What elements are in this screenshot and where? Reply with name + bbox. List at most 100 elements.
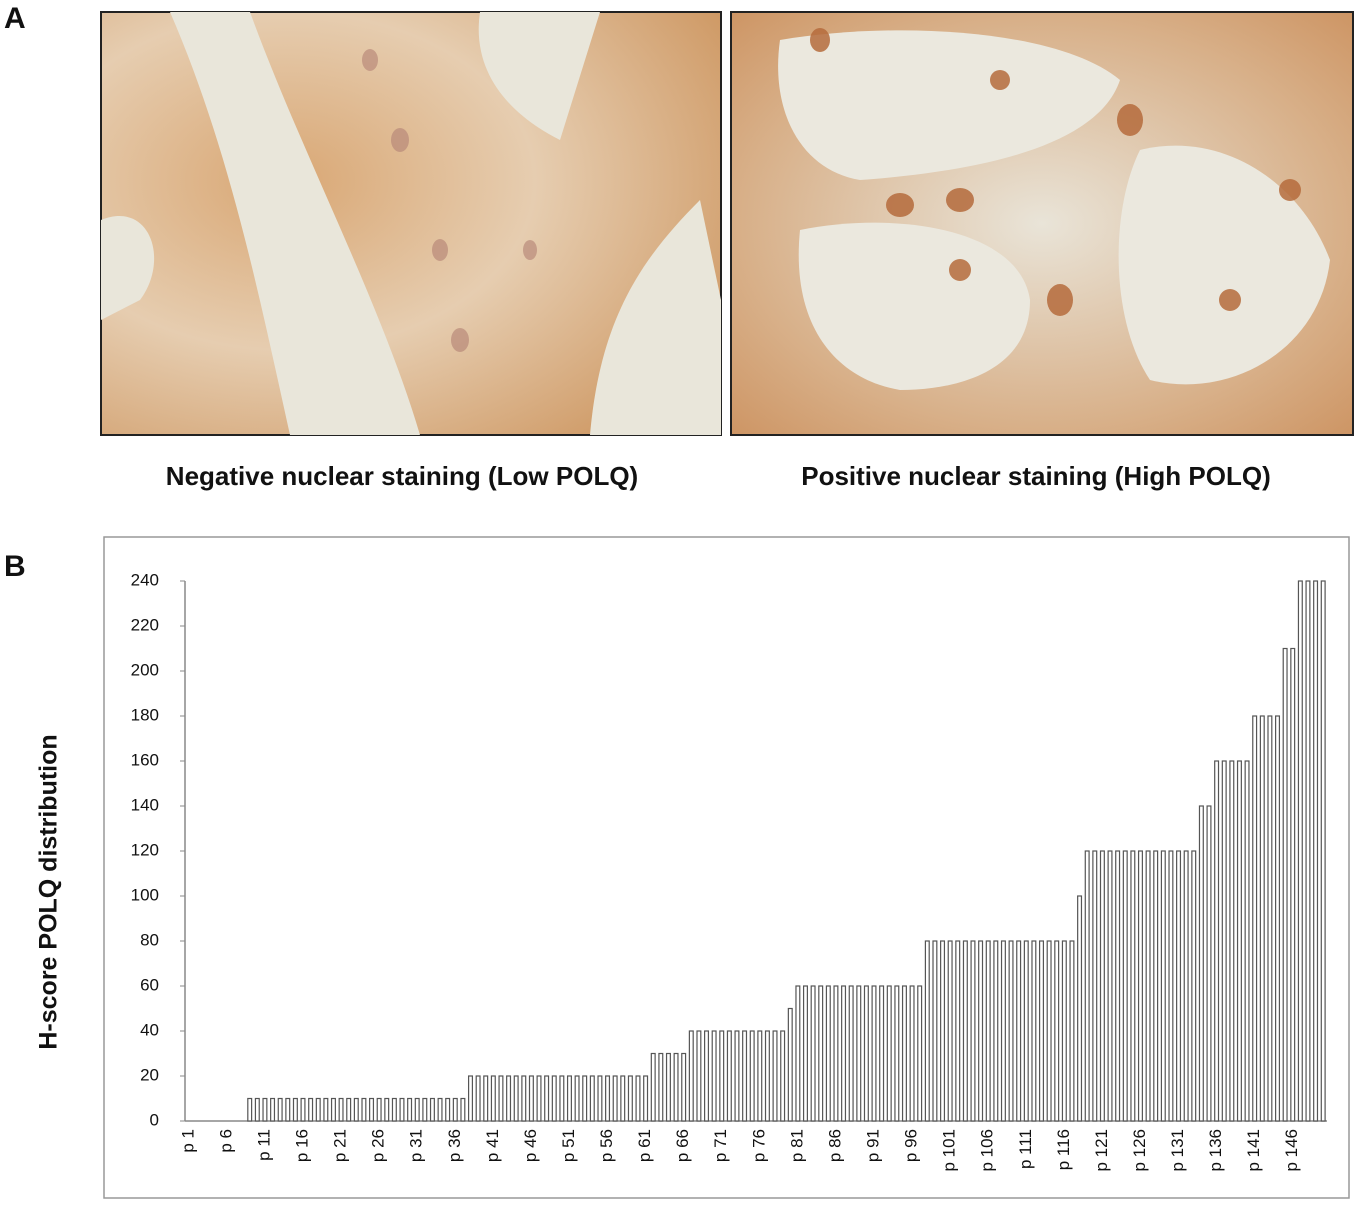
y-axis-label: H-score POLQ distribution (35, 734, 63, 1049)
bar (597, 1075, 603, 1122)
bar (962, 940, 968, 1122)
y-tick-label: 100 (131, 885, 159, 904)
bar (627, 1075, 633, 1122)
bar (1198, 805, 1204, 1122)
bar (665, 1052, 671, 1122)
y-tick-label: 80 (140, 930, 159, 949)
bar (947, 940, 953, 1122)
bar (544, 1075, 550, 1122)
bar (810, 985, 816, 1122)
bar (536, 1075, 542, 1122)
bar (506, 1075, 512, 1122)
x-tick-label: p 111 (1016, 1129, 1035, 1169)
bar (825, 985, 831, 1122)
bar (566, 1075, 572, 1122)
bar (551, 1075, 557, 1122)
bar (894, 985, 900, 1122)
y-tick-label: 240 (131, 570, 159, 589)
bar (742, 1030, 748, 1122)
bar (909, 985, 915, 1122)
bar (1267, 715, 1273, 1122)
y-tick-label: 60 (140, 975, 159, 994)
bar (932, 940, 938, 1122)
bar (1252, 715, 1258, 1122)
bar (802, 985, 808, 1122)
bar (1191, 850, 1197, 1122)
bar (262, 1097, 268, 1122)
bar (1046, 940, 1052, 1122)
bar (467, 1075, 474, 1122)
bar (726, 1030, 732, 1122)
bar (277, 1097, 283, 1122)
bar (369, 1097, 375, 1122)
bar (399, 1097, 405, 1122)
y-tick-label: 180 (131, 705, 159, 724)
bar (734, 1030, 740, 1122)
bar (445, 1097, 451, 1122)
bar (475, 1075, 481, 1122)
bar (955, 940, 961, 1122)
y-tick-label: 160 (131, 750, 159, 769)
bar (1130, 850, 1136, 1122)
x-tick-label: p 11 (254, 1129, 273, 1161)
bar (780, 1030, 786, 1122)
bar (1084, 850, 1090, 1122)
x-tick-label: p 131 (1168, 1129, 1187, 1172)
bar (1016, 940, 1022, 1122)
bar (483, 1075, 489, 1122)
bar (901, 985, 907, 1122)
x-tick-label: p 56 (597, 1129, 616, 1162)
bar (490, 1075, 496, 1122)
micrograph (730, 11, 1354, 436)
bar (612, 1075, 618, 1122)
bar (513, 1075, 519, 1122)
x-tick-label: p 91 (863, 1129, 882, 1162)
bar (696, 1030, 702, 1122)
bar (1320, 580, 1326, 1122)
bar (346, 1097, 352, 1122)
bar (1061, 940, 1067, 1122)
x-tick-label: p 1 (178, 1129, 197, 1153)
bar (1244, 760, 1250, 1122)
bar (757, 1030, 763, 1122)
bar (1236, 760, 1242, 1122)
bar (711, 1030, 717, 1122)
bar (970, 940, 976, 1122)
bar (1145, 850, 1151, 1122)
bar (498, 1075, 504, 1122)
bar (1099, 850, 1105, 1122)
bar (673, 1052, 679, 1122)
bar (361, 1097, 367, 1122)
bar (1168, 850, 1174, 1122)
bar (1305, 580, 1311, 1122)
bar (848, 985, 854, 1122)
bar (429, 1097, 435, 1122)
y-tick-label: 40 (140, 1020, 159, 1039)
x-tick-label: p 101 (940, 1129, 959, 1172)
bar (330, 1097, 336, 1122)
bar (437, 1097, 443, 1122)
bar (620, 1075, 626, 1122)
bar (300, 1097, 306, 1122)
bar (338, 1097, 344, 1122)
bar (1000, 940, 1006, 1122)
x-tick-label: p 106 (978, 1129, 997, 1172)
bar (254, 1097, 260, 1122)
bar (764, 1030, 770, 1122)
bar (1023, 940, 1029, 1122)
bar (1275, 715, 1281, 1122)
bar (292, 1097, 298, 1122)
bar (391, 1097, 397, 1122)
bar (658, 1052, 664, 1122)
bar (924, 940, 930, 1122)
bar (688, 1030, 694, 1122)
micrograph (100, 11, 722, 436)
bar (323, 1097, 329, 1122)
bar (1313, 580, 1319, 1122)
bar (452, 1097, 458, 1122)
bar (521, 1075, 527, 1122)
bar (1206, 805, 1212, 1122)
bar (407, 1097, 413, 1122)
x-tick-label: p 26 (369, 1129, 388, 1162)
x-tick-label: p 86 (825, 1129, 844, 1162)
